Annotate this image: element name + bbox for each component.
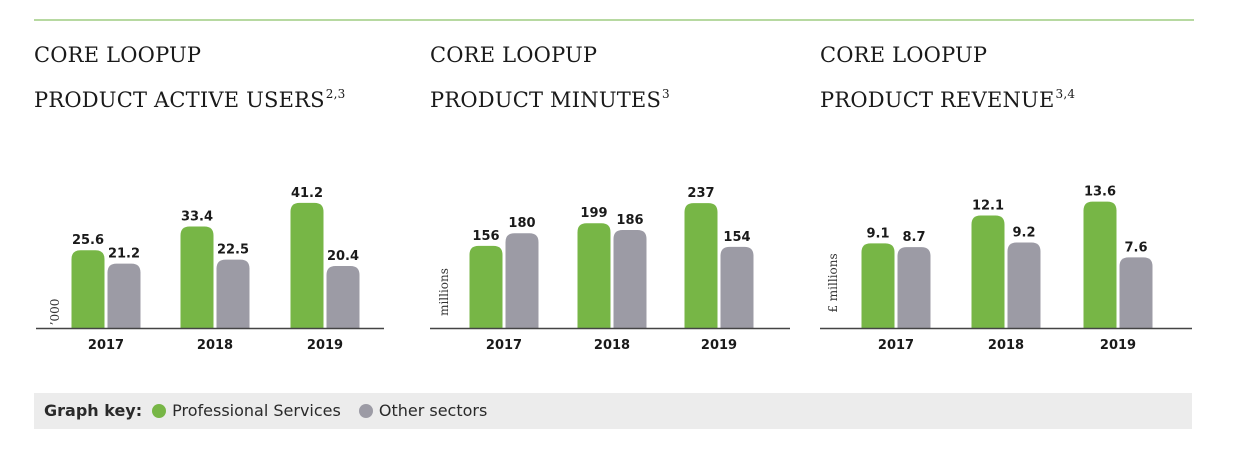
chart-title-footnote: 3	[662, 87, 670, 101]
data-label: 21.2	[108, 247, 140, 262]
legend-label-other-sectors: Other sectors	[378, 401, 488, 420]
x-tick-label: 2017	[88, 338, 124, 353]
data-label: 199	[580, 206, 607, 221]
bar-other-sectors-2017	[897, 247, 931, 328]
data-label: 8.7	[902, 230, 925, 245]
data-label: 12.1	[972, 199, 1004, 214]
chart-title-line-2: PRODUCT REVENUE	[820, 88, 1055, 112]
chart-title-line-1: CORE LOOPUP	[34, 43, 202, 67]
bar-other-sectors-2018	[216, 259, 250, 328]
bar-chart-revenue: £ millions 9.1 8.7 2017 12.1 9.2 2018 13.6 7.6 20…	[820, 185, 1192, 353]
bar-professional-services-2017	[861, 243, 895, 328]
bar-professional-services-2019	[1083, 201, 1117, 328]
chart-title-footnote: 3,4	[1055, 87, 1076, 101]
bar-chart-active-users: ’000 25.6 21.2 2017 33.4 22.5 2018 41.2 20.4 2019	[36, 186, 384, 353]
graph-key: Graph key: Professional Services Other s…	[34, 393, 1192, 429]
x-tick-label: 2017	[878, 338, 914, 353]
data-label: 237	[687, 186, 714, 201]
data-label: 9.2	[1012, 225, 1035, 240]
data-label: 154	[723, 230, 750, 245]
bar-professional-services-2018	[577, 223, 611, 328]
top-divider	[34, 19, 1194, 21]
x-tick-label: 2018	[197, 338, 233, 353]
data-label: 22.5	[217, 243, 249, 258]
data-label: 20.4	[327, 249, 359, 264]
bar-professional-services-2017	[71, 250, 105, 328]
x-tick-label: 2019	[1100, 338, 1136, 353]
data-label: 33.4	[181, 210, 213, 225]
x-tick-label: 2018	[988, 338, 1024, 353]
legend-swatch-other-sectors	[358, 403, 373, 418]
x-tick-label: 2019	[307, 338, 343, 353]
bar-professional-services-2019	[684, 203, 718, 328]
chart-title-line-1: CORE LOOPUP	[430, 43, 598, 67]
data-label: 186	[616, 213, 643, 228]
legend-swatch-professional-services	[152, 403, 167, 418]
bar-professional-services-2018	[180, 226, 214, 328]
bar-other-sectors-2018	[1007, 242, 1041, 328]
data-label: 156	[472, 229, 499, 244]
y-axis-label: £ millions	[826, 253, 840, 312]
x-tick-label: 2018	[594, 338, 630, 353]
chart-title-line-1: CORE LOOPUP	[820, 43, 988, 67]
chart-title-line-2: PRODUCT MINUTES	[430, 88, 662, 112]
data-label: 13.6	[1084, 185, 1116, 200]
data-label: 7.6	[1124, 240, 1147, 255]
chart-title: CORE LOOPUP PRODUCT MINUTES3	[430, 36, 670, 120]
bar-other-sectors-2019	[720, 246, 754, 328]
bar-other-sectors-2017	[505, 233, 539, 328]
bar-other-sectors-2017	[107, 263, 141, 328]
chart-panel-active-users: CORE LOOPUP PRODUCT ACTIVE USERS2,3 ’000…	[34, 30, 384, 360]
chart-title-line-2: PRODUCT ACTIVE USERS	[34, 88, 325, 112]
chart-panel-minutes: CORE LOOPUP PRODUCT MINUTES3 millions 156…	[430, 30, 790, 360]
y-axis-label: ’000	[48, 299, 62, 326]
legend-label-professional-services: Professional Services	[172, 401, 341, 420]
graph-key-title: Graph key:	[44, 401, 143, 420]
data-label: 41.2	[291, 186, 323, 201]
data-label: 25.6	[72, 233, 104, 248]
chart-title-footnote: 2,3	[325, 87, 346, 101]
bar-other-sectors-2019	[1119, 257, 1153, 328]
bar-professional-services-2018	[971, 215, 1005, 328]
bar-professional-services-2017	[469, 245, 503, 328]
x-tick-label: 2019	[701, 338, 737, 353]
bar-other-sectors-2019	[326, 266, 360, 328]
chart-panel-revenue: CORE LOOPUP PRODUCT REVENUE3,4 £ million…	[820, 30, 1192, 360]
bar-professional-services-2019	[290, 202, 324, 328]
y-axis-label: millions	[437, 268, 451, 316]
data-label: 9.1	[866, 226, 889, 241]
bar-chart-minutes: millions 156 180 2017 199 186 2018 237 154 2019	[430, 186, 790, 353]
bar-other-sectors-2018	[613, 230, 647, 328]
chart-title: CORE LOOPUP PRODUCT ACTIVE USERS2,3	[34, 36, 345, 120]
data-label: 180	[508, 216, 535, 231]
x-tick-label: 2017	[486, 338, 522, 353]
chart-title: CORE LOOPUP PRODUCT REVENUE3,4	[820, 36, 1075, 120]
